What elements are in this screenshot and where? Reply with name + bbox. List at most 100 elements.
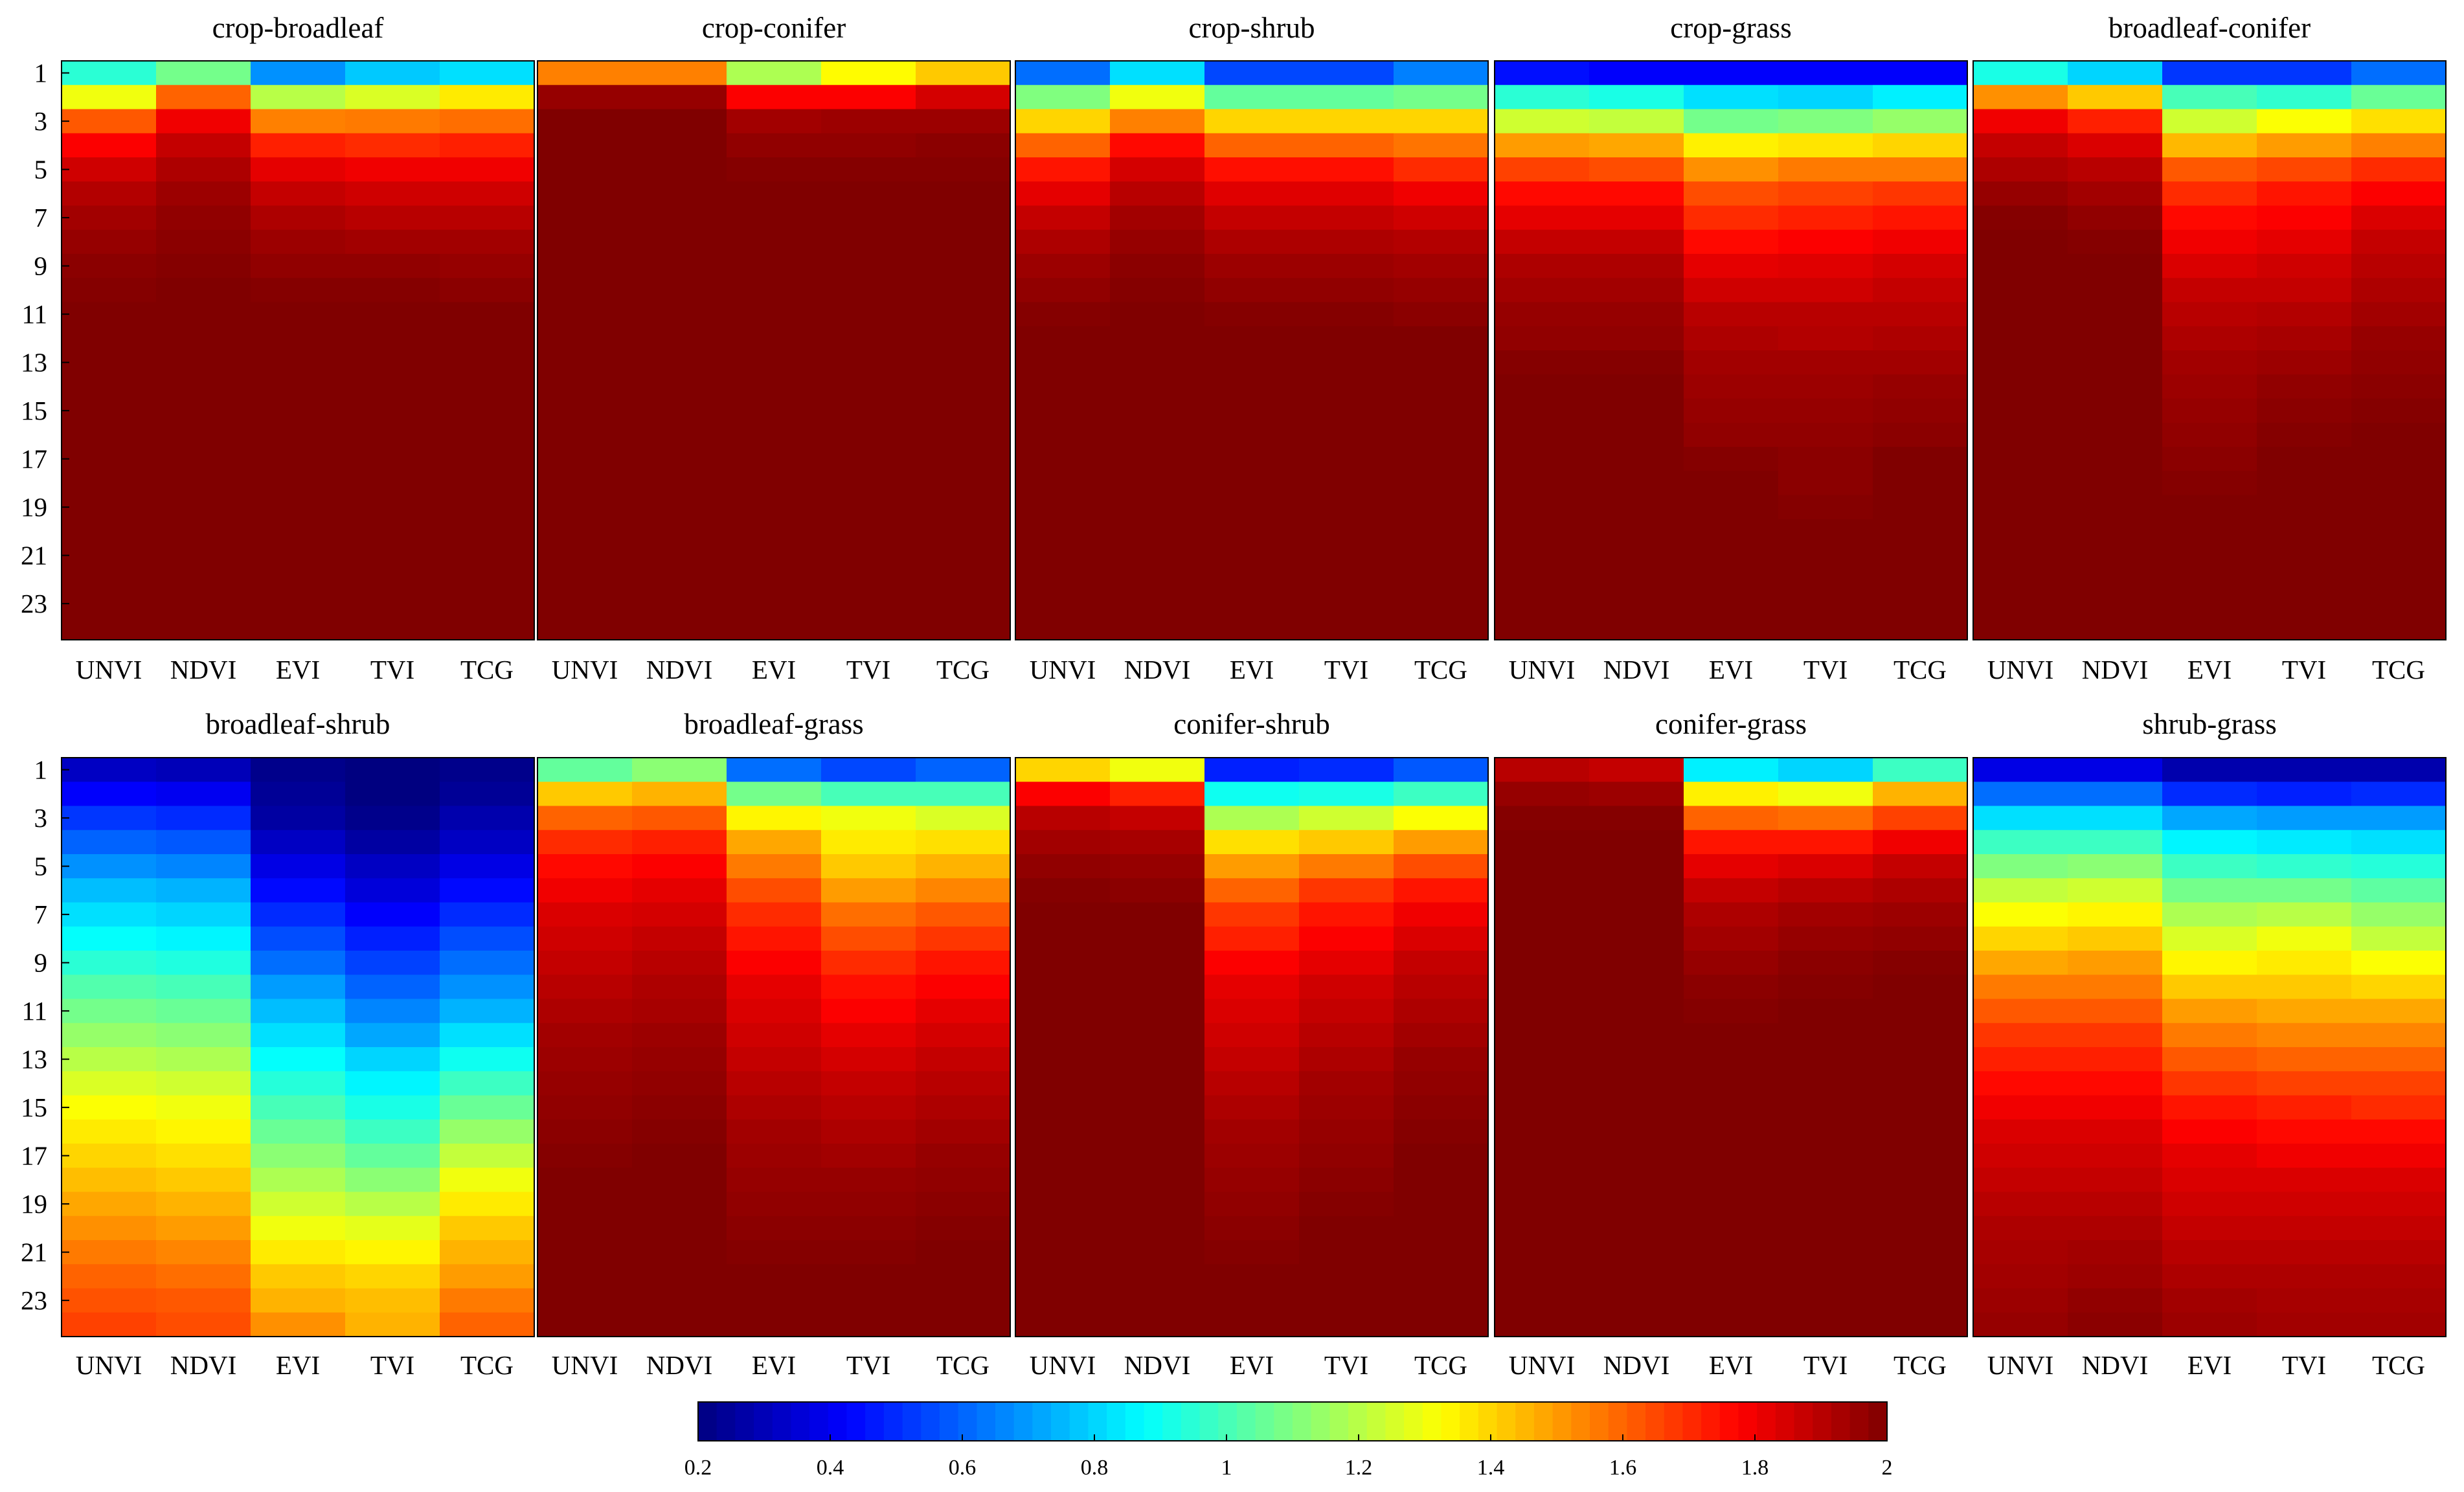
heat-cell-tcg-row-13 [1873, 1047, 1968, 1072]
heat-cell-unvi-row-16 [1495, 422, 1590, 447]
heat-cell-unvi-row-20 [62, 1215, 157, 1241]
heat-cell-unvi-row-8 [1495, 926, 1590, 951]
heat-cell-unvi-row-8 [62, 926, 157, 951]
heat-cell-tvi-row-11 [821, 999, 916, 1024]
colorbar-swatch [995, 1402, 1015, 1441]
heat-cell-tcg-row-14 [1394, 374, 1489, 400]
heat-cell-ndvi-row-5 [1589, 157, 1684, 182]
heat-cell-ndvi-row-21 [1110, 1240, 1205, 1265]
colorbar: 0.2 0.4 0.6 0.8 1 1.2 1.4 1.6 1.8 2 [684, 1401, 1893, 1480]
heat-cell-unvi-row-14 [1015, 374, 1111, 400]
heat-cell-unvi-row-24 [1973, 1312, 2068, 1337]
heat-cell-evi-row-2 [1684, 782, 1779, 807]
heat-cell-unvi-row-5 [62, 854, 157, 879]
heat-cell-tvi-row-21 [821, 543, 916, 568]
heat-cell-ndvi-row-23 [156, 591, 251, 616]
heat-cell-tcg-row-2 [916, 782, 1011, 807]
x-tick-label-tcg: TCG [1893, 655, 1947, 684]
heat-cell-tcg-row-8 [916, 229, 1011, 254]
heat-cell-tvi-row-12 [2257, 1023, 2352, 1048]
heat-cell-tvi-row-10 [821, 975, 916, 1000]
heat-cell-evi-row-21 [1684, 543, 1779, 568]
heat-cell-unvi-row-15 [62, 1095, 157, 1120]
x-tick-label-unvi: UNVI [1987, 1350, 2053, 1380]
heat-cell-evi-row-16 [2162, 422, 2257, 447]
colorbar-swatch [1849, 1402, 1869, 1441]
heat-cell-evi-row-4 [2162, 133, 2257, 158]
heat-cell-evi-row-3 [1204, 806, 1300, 831]
heat-cell-unvi-row-4 [62, 133, 157, 158]
heat-cell-tvi-row-4 [821, 133, 916, 158]
heat-cell-evi-row-8 [1684, 926, 1779, 951]
heat-cell-tcg-row-8 [1873, 229, 1968, 254]
heat-cell-unvi-row-5 [537, 854, 633, 879]
heat-cell-ndvi-row-23 [156, 1288, 251, 1313]
heat-cell-tcg-row-13 [916, 1047, 1011, 1072]
heat-cell-tvi-row-14 [1299, 1071, 1394, 1096]
heat-cell-ndvi-row-12 [1589, 1023, 1684, 1048]
colorbar-swatch [883, 1402, 903, 1441]
heat-cell-ndvi-row-3 [156, 109, 251, 134]
heat-cell-ndvi-row-2 [1110, 782, 1205, 807]
heat-cell-tvi-row-18 [821, 1168, 916, 1193]
heat-cell-tvi-row-1 [2257, 61, 2352, 85]
colorbar-swatch [1181, 1402, 1201, 1441]
heat-cell-evi-row-1 [1684, 758, 1779, 782]
heat-cell-unvi-row-3 [1973, 806, 2068, 831]
heat-cell-tcg-row-11 [916, 302, 1011, 327]
heat-cell-tcg-row-1 [440, 61, 535, 85]
heat-cell-evi-row-14 [2162, 1071, 2257, 1096]
heat-cell-ndvi-row-24 [2068, 615, 2163, 640]
heat-cell-tvi-row-10 [821, 278, 916, 303]
heat-cell-tvi-row-10 [2257, 278, 2352, 303]
colorbar-swatch [1478, 1402, 1498, 1441]
heat-cell-tcg-row-23 [916, 591, 1011, 616]
heat-cell-tvi-row-11 [1299, 302, 1394, 327]
heat-cell-tcg-row-2 [1394, 85, 1489, 110]
heat-cell-unvi-row-18 [1973, 471, 2068, 496]
heat-cell-evi-row-18 [251, 471, 346, 496]
heat-cell-evi-row-18 [251, 1168, 346, 1193]
heat-cell-unvi-row-9 [1495, 254, 1590, 278]
heat-cell-tcg-row-24 [1394, 1312, 1489, 1337]
heat-cell-tcg-row-8 [2351, 229, 2447, 254]
heat-cell-evi-row-15 [251, 398, 346, 424]
heat-cell-ndvi-row-16 [1589, 1119, 1684, 1144]
heat-cell-ndvi-row-3 [632, 109, 727, 134]
heat-cell-evi-row-4 [1684, 133, 1779, 158]
panel-title: crop-grass [1670, 12, 1791, 44]
heat-cell-tvi-row-19 [345, 495, 440, 520]
heat-cell-evi-row-7 [1204, 205, 1300, 231]
heat-cell-unvi-row-23 [1495, 1288, 1590, 1313]
heat-cell-tcg-row-11 [2351, 999, 2447, 1024]
heat-cell-tvi-row-16 [1299, 422, 1394, 447]
x-tick-label-tcg: TCG [1893, 1350, 1947, 1380]
heat-cell-ndvi-row-13 [1110, 350, 1205, 375]
heat-cell-evi-row-23 [727, 1288, 822, 1313]
heat-cell-tcg-row-2 [1394, 782, 1489, 807]
heat-cell-tvi-row-3 [2257, 109, 2352, 134]
heat-cell-ndvi-row-8 [1110, 926, 1205, 951]
heat-cell-ndvi-row-19 [156, 495, 251, 520]
heat-cell-tvi-row-17 [2257, 447, 2352, 471]
heat-cell-tcg-row-1 [1873, 758, 1968, 782]
heat-cell-evi-row-8 [1204, 229, 1300, 254]
heat-cell-tcg-row-17 [916, 447, 1011, 471]
y-tick-label: 7 [34, 203, 48, 232]
heat-cell-tcg-row-3 [916, 109, 1011, 134]
heat-cell-ndvi-row-6 [1589, 878, 1684, 903]
heat-cell-tcg-row-18 [1873, 1168, 1968, 1193]
heat-cell-tcg-row-23 [440, 1288, 535, 1313]
heat-cell-ndvi-row-7 [1110, 205, 1205, 231]
heat-cell-evi-row-12 [2162, 1023, 2257, 1048]
heat-cell-unvi-row-18 [1015, 471, 1111, 496]
heat-cell-unvi-row-6 [1015, 878, 1111, 903]
heat-cell-evi-row-14 [251, 1071, 346, 1096]
colorbar-swatch [1125, 1402, 1145, 1441]
heat-cell-evi-row-9 [1684, 951, 1779, 975]
y-tick-label: 11 [22, 299, 47, 329]
heat-cell-tvi-row-20 [2257, 519, 2352, 544]
heat-cell-evi-row-20 [2162, 519, 2257, 544]
heat-cell-ndvi-row-18 [1110, 1168, 1205, 1193]
panel-crop-grass: crop-grass UNVI NDVI EVI TVI TCG [1494, 12, 1968, 684]
